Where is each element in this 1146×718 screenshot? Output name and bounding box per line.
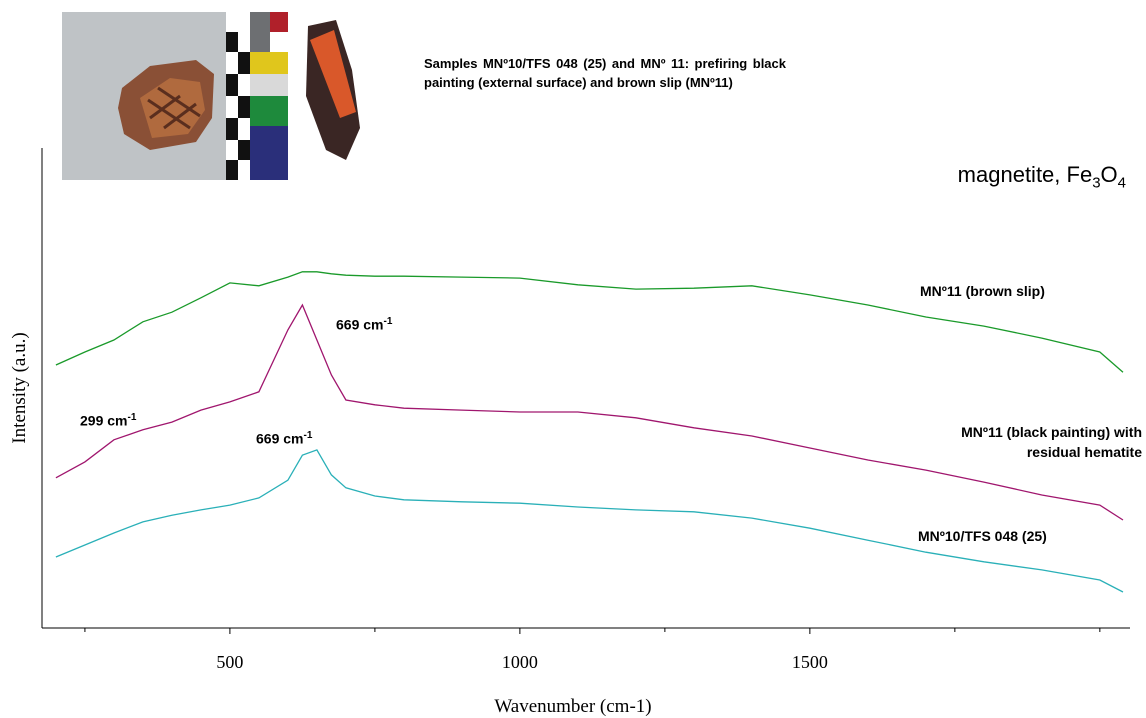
subtitle-part: 4: [1117, 174, 1126, 192]
subtitle-part: magnetite, Fe: [957, 162, 1093, 187]
series-label: MNº11 (black painting) with residual hem…: [961, 424, 1142, 460]
annotation-sup: -1: [303, 430, 313, 441]
peak-annotation: 669 cm-1: [336, 312, 392, 335]
series-label: MNº10/TFS 048 (25): [918, 528, 1047, 544]
annotation-sup: -1: [383, 316, 393, 327]
annotation-text: 299 cm: [80, 412, 128, 429]
x-tick-label: 500: [216, 652, 243, 672]
subtitle-part: O: [1100, 162, 1118, 187]
annotation-text: 669 cm: [336, 316, 384, 333]
peak-annotation: 299 cm-1: [80, 408, 136, 431]
spectrum-line: [55, 449, 1124, 593]
subtitle: magnetite, Fe3O4: [958, 162, 1126, 191]
series-label: MNº11 (brown slip): [920, 283, 1045, 299]
caption: Samples MNº10/TFS 048 (25) and MNº 11: p…: [424, 56, 786, 90]
spectrum-line: [55, 303, 1124, 521]
annotation-sup: -1: [127, 412, 137, 423]
y-axis-label: Intensity (a.u.): [9, 332, 30, 443]
peak-annotation: 669 cm-1: [256, 426, 312, 449]
annotation-text: 669 cm: [256, 430, 304, 447]
sample-photo: [62, 12, 360, 180]
x-tick-label: 1500: [792, 652, 828, 672]
spectrum-line: [55, 271, 1124, 373]
x-axis-label: Wavenumber (cm-1): [494, 696, 651, 717]
subtitle-part: 3: [1092, 174, 1101, 192]
x-tick-label: 1000: [502, 652, 538, 672]
